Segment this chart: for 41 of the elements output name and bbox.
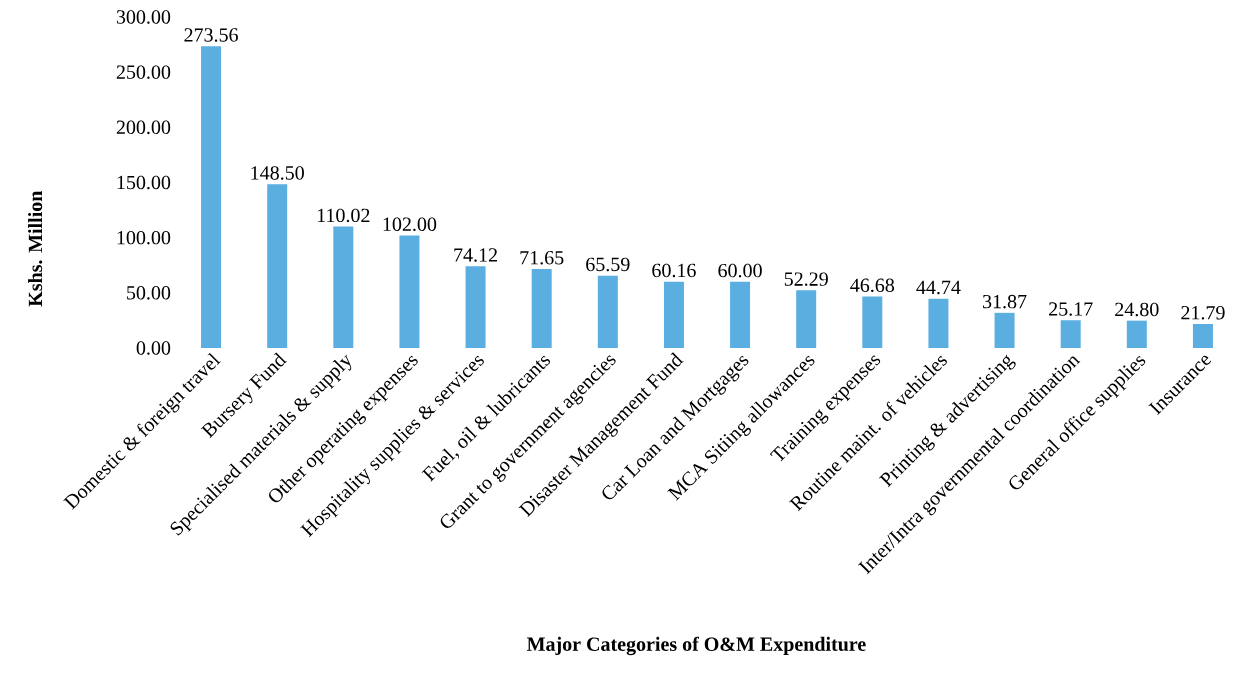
data-label: 71.65 [520, 251, 564, 265]
bar [663, 281, 684, 348]
y-tick-label: 250.00 [116, 65, 171, 79]
bar [796, 290, 817, 348]
y-tick-label: 0.00 [136, 341, 171, 355]
data-label: 102.00 [383, 217, 437, 232]
bar [1060, 320, 1081, 348]
data-label: 46.68 [850, 278, 895, 293]
y-tick-label: 50.00 [127, 286, 171, 300]
bar [1192, 323, 1213, 348]
y-axis-title: Kshs. Million [28, 190, 43, 307]
bar [994, 312, 1015, 348]
bar [730, 281, 751, 348]
data-label: 31.87 [983, 294, 1027, 309]
data-label: 65.59 [586, 257, 630, 272]
bar [399, 235, 420, 348]
y-tick-label: 100.00 [117, 230, 171, 245]
data-label: 44.74 [916, 280, 961, 295]
y-tick-label: 300.00 [116, 10, 171, 24]
data-label: 110.02 [317, 208, 370, 223]
bar [1126, 320, 1147, 348]
bar [201, 46, 222, 348]
data-label: 74.12 [454, 248, 497, 262]
y-tick-label: 150.00 [117, 175, 171, 190]
data-label: 52.29 [784, 272, 828, 286]
data-label: 273.56 [184, 28, 238, 42]
data-label: 148.50 [251, 166, 304, 180]
data-label: 60.00 [718, 263, 762, 278]
bar [597, 275, 618, 348]
data-label: 25.17 [1049, 302, 1093, 316]
bar [862, 296, 883, 348]
data-label: 24.80 [1115, 302, 1159, 317]
y-tick-label: 200.00 [116, 120, 171, 135]
bar [928, 298, 949, 348]
bar [333, 226, 354, 348]
x-axis-title: Major Categories of O&M Expenditure [526, 636, 866, 656]
bar [531, 268, 552, 348]
data-label: 21.79 [1181, 306, 1225, 320]
bar [267, 184, 288, 348]
bar [465, 266, 486, 348]
data-label: 60.16 [652, 263, 696, 278]
